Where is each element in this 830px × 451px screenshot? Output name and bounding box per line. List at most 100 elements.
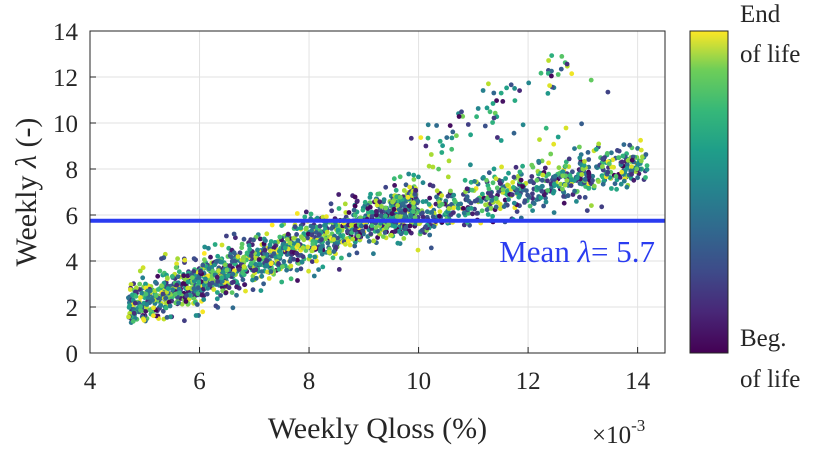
scatter-point (174, 261, 180, 267)
scatter-point (644, 167, 650, 173)
scatter-point (133, 293, 139, 299)
scatter-point (426, 163, 432, 169)
scatter-point (475, 106, 481, 111)
scatter-point (224, 233, 229, 239)
scatter-point (445, 174, 451, 180)
scatter-point (176, 286, 182, 292)
scatter-point (640, 154, 645, 160)
scatter-point (305, 244, 311, 250)
scatter-point (551, 210, 557, 216)
scatter-point (194, 302, 200, 307)
scatter-point (309, 259, 315, 264)
scatter-point (520, 122, 526, 128)
scatter-point (235, 254, 241, 259)
y-tick-label: 12 (53, 65, 78, 92)
scatter-point (531, 180, 536, 186)
scatter-point (638, 137, 643, 143)
scatter-point (464, 194, 470, 200)
scatter-point (137, 281, 143, 287)
scatter-point (346, 238, 351, 244)
scatter-point (290, 245, 296, 251)
scatter-point (180, 281, 186, 286)
scatter-point (257, 262, 263, 267)
y-tick-label: 6 (66, 203, 79, 230)
scatter-point (424, 209, 430, 215)
scatter-point (551, 188, 557, 194)
x-tick-label: 6 (193, 368, 206, 395)
scatter-point (369, 209, 375, 215)
scatter-point (605, 169, 611, 175)
scatter-point (264, 231, 270, 237)
scatter-point (130, 292, 135, 298)
scatter-point (225, 273, 231, 279)
scatter-point (326, 249, 332, 255)
scatter-point (312, 254, 318, 260)
scatter-point (511, 174, 517, 180)
scatter-point (429, 210, 435, 215)
scatter-point (195, 291, 201, 297)
scatter-point (529, 174, 535, 179)
scatter-point (147, 307, 153, 313)
scatter-point (599, 204, 605, 210)
scatter-point (624, 165, 630, 171)
scatter-point (561, 194, 566, 199)
scatter-point (643, 175, 648, 180)
scatter-point (175, 256, 181, 262)
scatter-point (140, 265, 146, 271)
scatter-point (264, 258, 270, 264)
scatter-points (125, 53, 650, 325)
scatter-point (537, 137, 542, 143)
scatter-point (437, 213, 442, 219)
scatter-point (462, 177, 468, 183)
scatter-point (585, 150, 591, 155)
scatter-point (295, 242, 301, 248)
scatter-point (150, 297, 156, 303)
scatter-point (612, 181, 618, 187)
scatter-point (449, 146, 455, 152)
scatter-point (625, 157, 631, 163)
scatter-point (320, 264, 326, 270)
scatter-point (607, 175, 613, 180)
scatter-point (407, 223, 413, 229)
scatter-point (439, 201, 445, 207)
scatter-point (563, 125, 569, 131)
scatter-point (368, 231, 374, 237)
scatter-point (529, 162, 535, 168)
scatter-point (527, 179, 533, 184)
scatter-point (500, 187, 506, 193)
scatter-point (490, 101, 496, 106)
scatter-point (280, 264, 285, 270)
y-tick-label: 0 (66, 341, 79, 368)
x-tick-label: 4 (84, 368, 97, 395)
scatter-point (526, 80, 532, 86)
scatter-point (369, 223, 375, 229)
scatter-point (240, 270, 245, 276)
scatter-point (374, 202, 380, 208)
scatter-point (454, 133, 459, 139)
scatter-point (396, 229, 402, 234)
scatter-point (560, 169, 566, 175)
scatter-point (165, 286, 171, 291)
scatter-point (287, 240, 293, 246)
scatter-point (493, 204, 499, 210)
scatter-point (541, 203, 546, 209)
scatter-point (485, 212, 491, 217)
scatter-point (577, 144, 582, 150)
scatter-point (401, 236, 407, 241)
scatter-point (568, 183, 574, 189)
scatter-point (200, 309, 206, 315)
scatter-point (307, 253, 313, 259)
scatter-point (572, 146, 577, 152)
scatter-point (405, 194, 411, 200)
scatter-point (620, 153, 626, 159)
scatter-point (305, 235, 310, 241)
scatter-point (163, 295, 169, 301)
scatter-point (562, 182, 568, 188)
scatter-point (406, 203, 412, 209)
scatter-point (371, 251, 376, 257)
y-tick-label: 10 (53, 111, 78, 138)
scatter-point (564, 61, 570, 67)
scatter-point (430, 183, 436, 189)
scatter-point (574, 175, 580, 181)
scatter-point (555, 72, 561, 77)
